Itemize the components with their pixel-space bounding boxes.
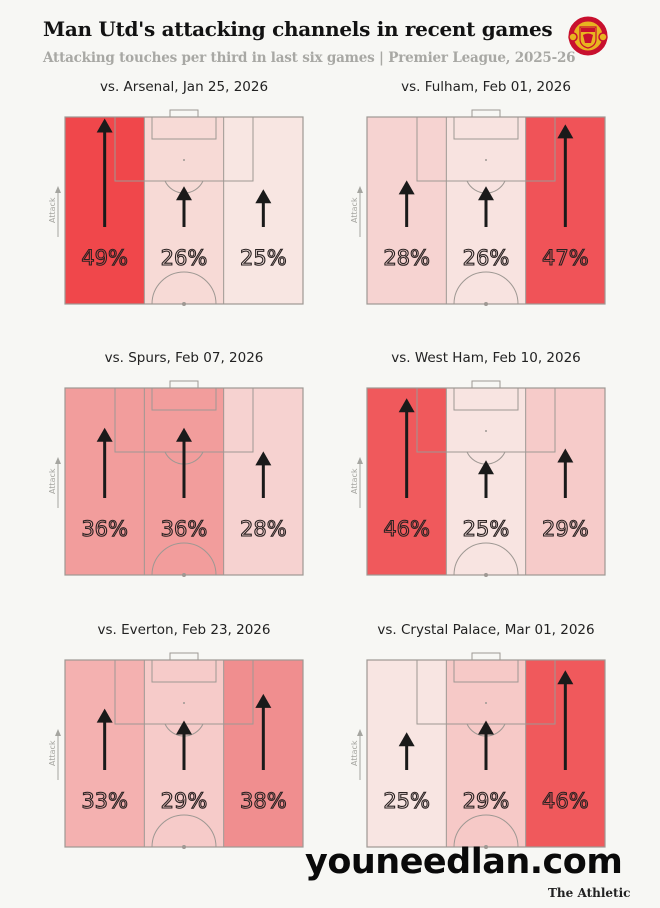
arrow-head [398,398,415,413]
centre-circle [453,542,519,576]
panel-title: vs. Everton, Feb 23, 2026 [97,622,271,638]
attack-label: Attack [48,197,57,223]
arrow-head [557,670,574,685]
panel-title: vs. Arsenal, Jan 25, 2026 [99,79,269,95]
channel-value-label: 36% [161,517,208,541]
attack-label: Attack [48,740,57,766]
penalty-spot [183,159,185,161]
pitch-outline [366,387,606,576]
channel-value-label: 28% [240,517,287,541]
arrow-head [398,180,415,195]
penalty-spot [485,430,487,432]
arrow-head [478,460,494,475]
pitch-outline [64,387,304,576]
arrow-head [557,448,574,463]
arrow-head [96,427,113,442]
attack-arrow-icon [55,457,61,464]
channel-value-label: 33% [81,789,128,813]
channel-value-label: 36% [81,517,128,541]
arrow-head [478,720,494,735]
channel-value-label: 49% [81,246,128,270]
arrow-head [96,118,113,133]
channel-value-label: 46% [383,517,430,541]
arrow-head [176,186,192,201]
centre-circle [151,814,217,848]
goal [169,109,199,118]
attack-label: Attack [350,468,359,494]
pitch-panel: 46% 25% 29% Attack [350,380,606,577]
penalty-spot [485,159,487,161]
attack-arrow-icon [55,186,61,193]
attack-arrow-icon [55,729,61,736]
arrow-head [255,693,272,708]
centre-circle [453,271,519,305]
attack-label: Attack [350,197,359,223]
pitch-panel: 25% 29% 46% Attack [350,652,606,849]
attack-arrow-icon [357,729,363,736]
penalty-spot [183,702,185,704]
arrow-head [176,427,192,442]
watermark: youneedlan.com [305,842,623,882]
centre-circle [151,542,217,576]
arrow-head [557,124,574,139]
arrow-head [255,451,272,466]
arrow-head [255,189,272,204]
goal [471,109,501,118]
channel-value-label: 46% [542,789,589,813]
channel-value-label: 38% [240,789,287,813]
pitch-outline [366,116,606,305]
goal [169,652,199,661]
chart-subtitle: Attacking touches per third in last six … [43,50,576,66]
arrow-head [398,732,415,747]
channel-value-label: 25% [383,789,430,813]
attack-arrow-icon [357,457,363,464]
arrow-head [176,720,192,735]
channel-value-label: 29% [161,789,208,813]
arrow-head [96,708,113,723]
attack-arrow-icon [357,186,363,193]
source-credit: The Athletic [548,886,631,900]
pitch-outline [366,659,606,848]
channel-value-label: 25% [240,246,287,270]
pitch-outline [64,116,304,305]
attack-label: Attack [48,468,57,494]
panel-title: vs. West Ham, Feb 10, 2026 [391,350,581,366]
chart-title: Man Utd's attacking channels in recent g… [43,17,553,41]
channel-value-label: 25% [463,517,510,541]
penalty-spot [485,702,487,704]
channel-value-label: 29% [463,789,510,813]
pitch-panel: 33% 29% 38% Attack [48,652,304,849]
goal [471,652,501,661]
channel-value-label: 28% [383,246,430,270]
centre-circle [151,271,217,305]
arrow-head [478,186,494,201]
centre-circle [453,814,519,848]
pitch-panel: 49% 26% 25% Attack [48,109,304,306]
pitch-panel: 28% 26% 47% Attack [350,109,606,306]
channel-value-label: 29% [542,517,589,541]
channel-value-label: 26% [463,246,510,270]
panel-title: vs. Fulham, Feb 01, 2026 [401,79,571,95]
panel-title: vs. Spurs, Feb 07, 2026 [104,350,264,366]
panel-title: vs. Crystal Palace, Mar 01, 2026 [377,622,595,638]
channel-value-label: 26% [161,246,208,270]
goal [169,380,199,389]
pitch-panel: 36% 36% 28% Attack [48,380,304,577]
man-utd-crest-icon [568,16,608,56]
pitch-outline [64,659,304,848]
channel-value-label: 47% [542,246,589,270]
attack-label: Attack [350,740,359,766]
goal [471,380,501,389]
